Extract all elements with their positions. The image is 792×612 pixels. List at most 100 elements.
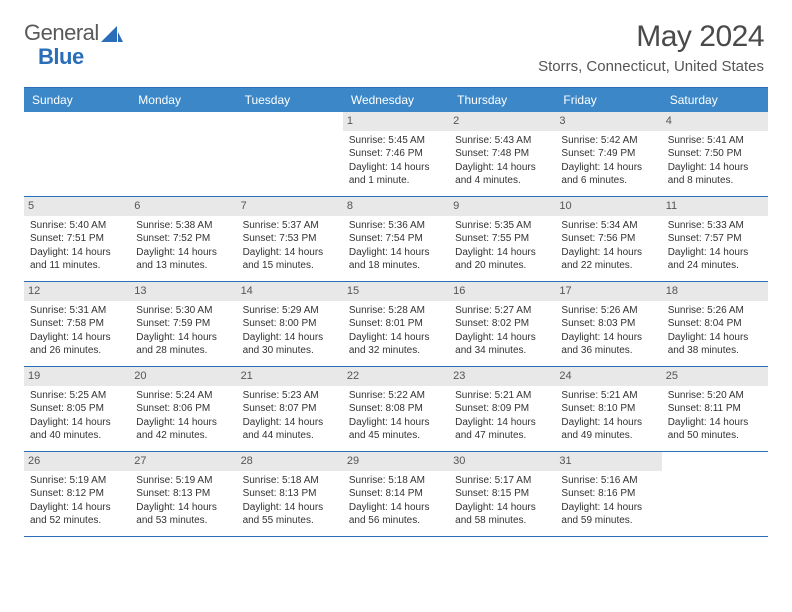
daylight-text: Daylight: 14 hours and 20 minutes. bbox=[455, 246, 549, 273]
sunset-text: Sunset: 8:10 PM bbox=[561, 402, 655, 416]
day-number: 18 bbox=[662, 282, 768, 301]
weekday-header: Monday bbox=[130, 88, 236, 112]
daylight-text: Daylight: 14 hours and 6 minutes. bbox=[561, 161, 655, 188]
day-cell: 17Sunrise: 5:26 AMSunset: 8:03 PMDayligh… bbox=[555, 282, 661, 366]
daylight-text: Daylight: 14 hours and 28 minutes. bbox=[136, 331, 230, 358]
sunrise-text: Sunrise: 5:36 AM bbox=[349, 219, 443, 233]
title-block: May 2024 Storrs, Connecticut, United Sta… bbox=[538, 20, 764, 75]
day-cell: . bbox=[24, 112, 130, 196]
day-cell: 24Sunrise: 5:21 AMSunset: 8:10 PMDayligh… bbox=[555, 367, 661, 451]
day-number: 11 bbox=[662, 197, 768, 216]
day-number: 12 bbox=[24, 282, 130, 301]
sunrise-text: Sunrise: 5:26 AM bbox=[561, 304, 655, 318]
day-number: 28 bbox=[237, 452, 343, 471]
sunrise-text: Sunrise: 5:21 AM bbox=[455, 389, 549, 403]
day-number: 8 bbox=[343, 197, 449, 216]
sunset-text: Sunset: 8:09 PM bbox=[455, 402, 549, 416]
daylight-text: Daylight: 14 hours and 18 minutes. bbox=[349, 246, 443, 273]
weekday-row: SundayMondayTuesdayWednesdayThursdayFrid… bbox=[24, 88, 768, 112]
day-number: 27 bbox=[130, 452, 236, 471]
daylight-text: Daylight: 14 hours and 58 minutes. bbox=[455, 501, 549, 528]
sunrise-text: Sunrise: 5:40 AM bbox=[30, 219, 124, 233]
day-number: 29 bbox=[343, 452, 449, 471]
day-number: 5 bbox=[24, 197, 130, 216]
week-row: 5Sunrise: 5:40 AMSunset: 7:51 PMDaylight… bbox=[24, 197, 768, 282]
sunset-text: Sunset: 7:57 PM bbox=[668, 232, 762, 246]
day-number: 14 bbox=[237, 282, 343, 301]
day-number: 26 bbox=[24, 452, 130, 471]
sunrise-text: Sunrise: 5:25 AM bbox=[30, 389, 124, 403]
daylight-text: Daylight: 14 hours and 4 minutes. bbox=[455, 161, 549, 188]
weekday-header: Tuesday bbox=[237, 88, 343, 112]
logo-word1: General bbox=[24, 20, 99, 46]
sunset-text: Sunset: 8:12 PM bbox=[30, 487, 124, 501]
day-cell: 26Sunrise: 5:19 AMSunset: 8:12 PMDayligh… bbox=[24, 452, 130, 536]
sunrise-text: Sunrise: 5:31 AM bbox=[30, 304, 124, 318]
sunrise-text: Sunrise: 5:24 AM bbox=[136, 389, 230, 403]
weekday-header: Sunday bbox=[24, 88, 130, 112]
daylight-text: Daylight: 14 hours and 15 minutes. bbox=[243, 246, 337, 273]
day-cell: 12Sunrise: 5:31 AMSunset: 7:58 PMDayligh… bbox=[24, 282, 130, 366]
day-number: 25 bbox=[662, 367, 768, 386]
sunset-text: Sunset: 7:56 PM bbox=[561, 232, 655, 246]
day-cell: 23Sunrise: 5:21 AMSunset: 8:09 PMDayligh… bbox=[449, 367, 555, 451]
daylight-text: Daylight: 14 hours and 34 minutes. bbox=[455, 331, 549, 358]
day-number: 13 bbox=[130, 282, 236, 301]
day-number: 3 bbox=[555, 112, 661, 131]
week-row: ...1Sunrise: 5:45 AMSunset: 7:46 PMDayli… bbox=[24, 112, 768, 197]
day-cell: 4Sunrise: 5:41 AMSunset: 7:50 PMDaylight… bbox=[662, 112, 768, 196]
sunrise-text: Sunrise: 5:23 AM bbox=[243, 389, 337, 403]
weeks-container: ...1Sunrise: 5:45 AMSunset: 7:46 PMDayli… bbox=[24, 112, 768, 537]
sunrise-text: Sunrise: 5:34 AM bbox=[561, 219, 655, 233]
day-number: 10 bbox=[555, 197, 661, 216]
daylight-text: Daylight: 14 hours and 32 minutes. bbox=[349, 331, 443, 358]
day-cell: 30Sunrise: 5:17 AMSunset: 8:15 PMDayligh… bbox=[449, 452, 555, 536]
week-row: 26Sunrise: 5:19 AMSunset: 8:12 PMDayligh… bbox=[24, 452, 768, 537]
day-cell: 16Sunrise: 5:27 AMSunset: 8:02 PMDayligh… bbox=[449, 282, 555, 366]
day-cell: 29Sunrise: 5:18 AMSunset: 8:14 PMDayligh… bbox=[343, 452, 449, 536]
day-cell: 25Sunrise: 5:20 AMSunset: 8:11 PMDayligh… bbox=[662, 367, 768, 451]
day-number: 22 bbox=[343, 367, 449, 386]
day-number: 1 bbox=[343, 112, 449, 131]
sunset-text: Sunset: 8:02 PM bbox=[455, 317, 549, 331]
sunrise-text: Sunrise: 5:42 AM bbox=[561, 134, 655, 148]
day-number: 6 bbox=[130, 197, 236, 216]
daylight-text: Daylight: 14 hours and 53 minutes. bbox=[136, 501, 230, 528]
sunset-text: Sunset: 7:59 PM bbox=[136, 317, 230, 331]
daylight-text: Daylight: 14 hours and 56 minutes. bbox=[349, 501, 443, 528]
sail-icon bbox=[101, 26, 123, 44]
weekday-header: Saturday bbox=[662, 88, 768, 112]
day-cell: 20Sunrise: 5:24 AMSunset: 8:06 PMDayligh… bbox=[130, 367, 236, 451]
daylight-text: Daylight: 14 hours and 24 minutes. bbox=[668, 246, 762, 273]
sunset-text: Sunset: 8:11 PM bbox=[668, 402, 762, 416]
location: Storrs, Connecticut, United States bbox=[538, 58, 764, 75]
calendar: SundayMondayTuesdayWednesdayThursdayFrid… bbox=[24, 87, 768, 537]
sunset-text: Sunset: 8:07 PM bbox=[243, 402, 337, 416]
day-number: 30 bbox=[449, 452, 555, 471]
daylight-text: Daylight: 14 hours and 8 minutes. bbox=[668, 161, 762, 188]
sunset-text: Sunset: 7:54 PM bbox=[349, 232, 443, 246]
sunset-text: Sunset: 8:00 PM bbox=[243, 317, 337, 331]
day-cell: 14Sunrise: 5:29 AMSunset: 8:00 PMDayligh… bbox=[237, 282, 343, 366]
day-cell: 19Sunrise: 5:25 AMSunset: 8:05 PMDayligh… bbox=[24, 367, 130, 451]
daylight-text: Daylight: 14 hours and 30 minutes. bbox=[243, 331, 337, 358]
day-cell: 31Sunrise: 5:16 AMSunset: 8:16 PMDayligh… bbox=[555, 452, 661, 536]
day-number: 31 bbox=[555, 452, 661, 471]
sunrise-text: Sunrise: 5:38 AM bbox=[136, 219, 230, 233]
sunset-text: Sunset: 8:16 PM bbox=[561, 487, 655, 501]
daylight-text: Daylight: 14 hours and 36 minutes. bbox=[561, 331, 655, 358]
sunset-text: Sunset: 7:49 PM bbox=[561, 147, 655, 161]
day-number: 16 bbox=[449, 282, 555, 301]
daylight-text: Daylight: 14 hours and 50 minutes. bbox=[668, 416, 762, 443]
header: General Blue May 2024 Storrs, Connecticu… bbox=[0, 0, 792, 79]
sunrise-text: Sunrise: 5:45 AM bbox=[349, 134, 443, 148]
sunset-text: Sunset: 8:13 PM bbox=[136, 487, 230, 501]
day-cell: 6Sunrise: 5:38 AMSunset: 7:52 PMDaylight… bbox=[130, 197, 236, 281]
weekday-header: Friday bbox=[555, 88, 661, 112]
sunset-text: Sunset: 7:50 PM bbox=[668, 147, 762, 161]
day-cell: 28Sunrise: 5:18 AMSunset: 8:13 PMDayligh… bbox=[237, 452, 343, 536]
day-cell: 5Sunrise: 5:40 AMSunset: 7:51 PMDaylight… bbox=[24, 197, 130, 281]
day-cell: 21Sunrise: 5:23 AMSunset: 8:07 PMDayligh… bbox=[237, 367, 343, 451]
daylight-text: Daylight: 14 hours and 44 minutes. bbox=[243, 416, 337, 443]
sunset-text: Sunset: 8:15 PM bbox=[455, 487, 549, 501]
